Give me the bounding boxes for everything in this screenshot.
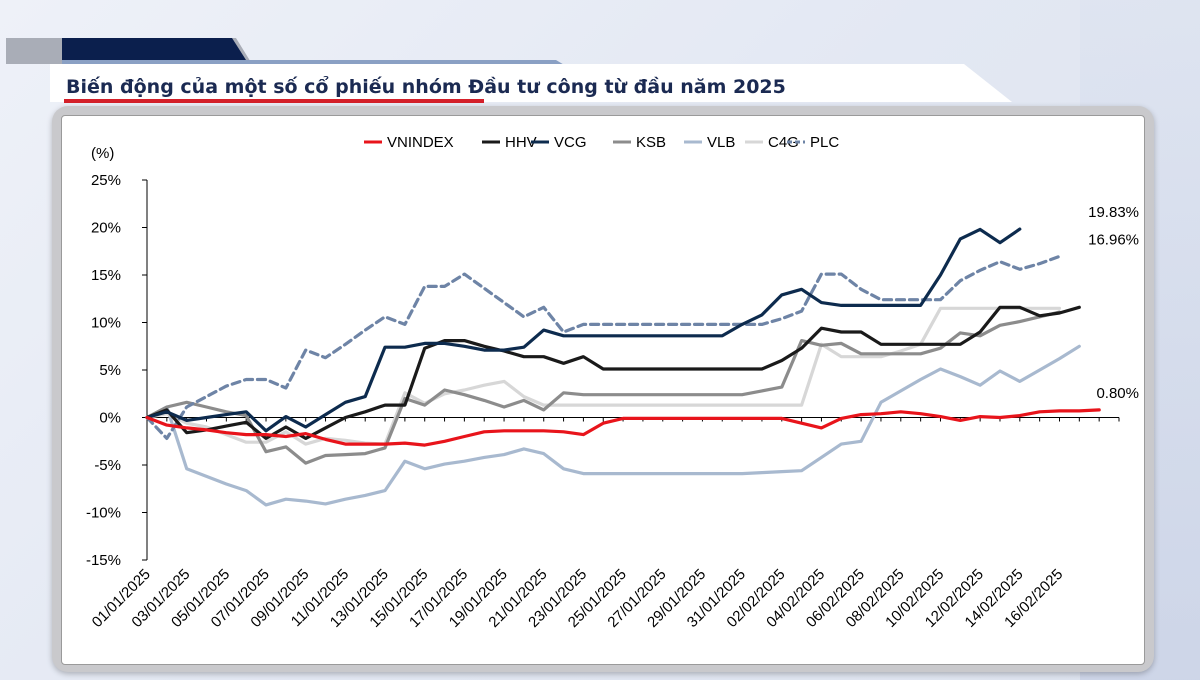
banner-white-plate xyxy=(50,64,1012,102)
chart-card-inner xyxy=(61,115,1145,665)
legend-label: KSB xyxy=(636,134,666,151)
y-tick-label: -15% xyxy=(86,552,121,569)
y-tick-label: 0% xyxy=(99,410,121,427)
y-tick-label: -10% xyxy=(86,505,121,522)
series-line-vcg xyxy=(145,227,1022,433)
series-lines xyxy=(145,227,1101,507)
y-tick-label: 20% xyxy=(91,220,121,237)
y-tick-label: 25% xyxy=(91,172,121,189)
y-axis: -15% -10% -5% 0% 5% 10% 15% 20% 25% xyxy=(86,172,148,569)
end-label-plc: 16.96% xyxy=(1088,231,1139,248)
legend-label: C4G xyxy=(768,134,799,151)
end-label-vnindex: 0.80% xyxy=(1096,385,1139,402)
series-line-hhv xyxy=(145,305,1081,440)
series-line-ksb xyxy=(145,310,1062,465)
end-label-vcg: 19.83% xyxy=(1088,204,1139,221)
end-labels: 0.80% 19.83% 16.96% xyxy=(1088,204,1139,402)
series-line-vnindex xyxy=(145,408,1101,447)
legend-label: PLC xyxy=(810,134,839,151)
page-title: Biến động của một số cổ phiếu nhóm Đầu t… xyxy=(66,76,786,98)
y-tick-label: 10% xyxy=(91,315,121,332)
banner-red-underline xyxy=(64,99,484,103)
line-chart: VNINDEX HHV VCG KSB VLB C4G PLC (%) -15% -10% -5… xyxy=(86,134,1139,631)
y-axis-label: (%) xyxy=(91,145,114,162)
legend-label: VCG xyxy=(554,134,587,151)
legend-label: VNINDEX xyxy=(387,134,454,151)
legend-label: HHV xyxy=(505,134,537,151)
title-banner xyxy=(6,38,1012,103)
y-tick-label: -5% xyxy=(94,457,121,474)
series-line-plc xyxy=(145,254,1062,440)
y-tick-label: 5% xyxy=(99,362,121,379)
chart-card xyxy=(52,106,1154,672)
legend-label: VLB xyxy=(707,134,735,151)
x-axis: 01/01/202503/01/202505/01/202507/01/2025… xyxy=(89,417,1120,631)
chart-legend: VNINDEX HHV VCG KSB VLB C4G PLC xyxy=(364,134,839,151)
y-tick-label: 15% xyxy=(91,267,121,284)
banner-navy-tab xyxy=(62,38,246,60)
series-line-vlb xyxy=(145,344,1081,507)
series-line-c4g xyxy=(145,306,1062,446)
